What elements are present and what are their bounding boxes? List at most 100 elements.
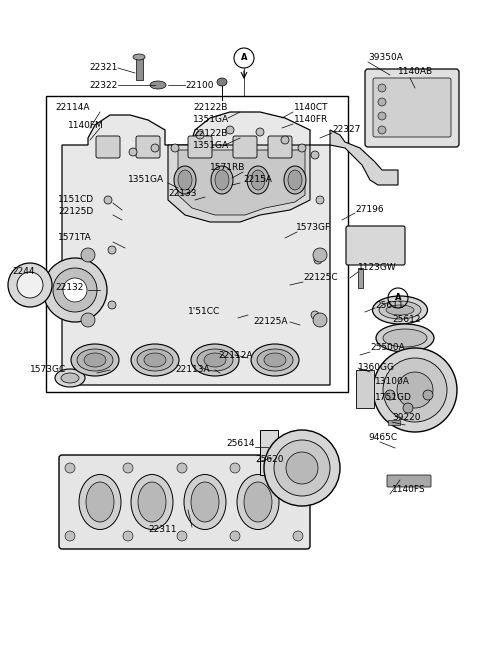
Ellipse shape <box>313 248 327 262</box>
Text: 22132: 22132 <box>55 284 84 292</box>
Ellipse shape <box>376 324 434 352</box>
Circle shape <box>177 531 187 541</box>
Text: 1351GA: 1351GA <box>193 141 229 150</box>
Text: 1140FS: 1140FS <box>392 486 426 495</box>
Text: 25611: 25611 <box>375 300 404 309</box>
Text: 22114A: 22114A <box>55 104 89 112</box>
FancyBboxPatch shape <box>233 136 257 158</box>
Ellipse shape <box>284 166 306 194</box>
Text: 22122B: 22122B <box>193 104 228 112</box>
Circle shape <box>230 463 240 473</box>
Circle shape <box>65 463 75 473</box>
Text: 1140CT: 1140CT <box>294 104 328 112</box>
Text: 22125C: 22125C <box>303 273 337 283</box>
FancyBboxPatch shape <box>387 475 431 487</box>
Text: 1140AB: 1140AB <box>398 68 433 76</box>
Circle shape <box>177 463 187 473</box>
FancyBboxPatch shape <box>96 136 120 158</box>
Ellipse shape <box>191 344 239 376</box>
Circle shape <box>63 278 87 302</box>
Circle shape <box>423 390 433 400</box>
Text: A: A <box>395 294 401 302</box>
Ellipse shape <box>77 349 113 371</box>
Circle shape <box>17 272 43 298</box>
Ellipse shape <box>144 353 166 367</box>
Ellipse shape <box>251 170 265 190</box>
Circle shape <box>286 452 318 484</box>
FancyBboxPatch shape <box>365 69 459 147</box>
Ellipse shape <box>226 126 234 134</box>
Text: 1151CD: 1151CD <box>58 196 94 204</box>
Ellipse shape <box>386 305 414 315</box>
FancyBboxPatch shape <box>268 136 292 158</box>
Bar <box>260 430 278 475</box>
Ellipse shape <box>197 349 233 371</box>
Text: 22112A: 22112A <box>218 350 252 359</box>
Ellipse shape <box>264 353 286 367</box>
Ellipse shape <box>184 474 226 530</box>
Ellipse shape <box>314 256 322 264</box>
Text: 9465C: 9465C <box>368 434 397 443</box>
Ellipse shape <box>131 474 173 530</box>
Ellipse shape <box>316 196 324 204</box>
Ellipse shape <box>151 144 159 152</box>
Ellipse shape <box>81 248 95 262</box>
Circle shape <box>230 531 240 541</box>
Polygon shape <box>62 112 330 385</box>
Ellipse shape <box>150 81 166 89</box>
Text: 22113A: 22113A <box>175 365 210 374</box>
Ellipse shape <box>237 474 279 530</box>
Ellipse shape <box>281 136 289 144</box>
Text: 22125D: 22125D <box>58 208 93 217</box>
Text: 1573GC: 1573GC <box>30 365 66 374</box>
Ellipse shape <box>204 353 226 367</box>
Circle shape <box>264 430 340 506</box>
Circle shape <box>123 531 133 541</box>
Bar <box>136 58 143 80</box>
Text: 1351GA: 1351GA <box>193 116 229 124</box>
Circle shape <box>274 440 330 496</box>
Text: 39220: 39220 <box>392 413 420 422</box>
Ellipse shape <box>104 196 112 204</box>
Text: 1'51CC: 1'51CC <box>188 307 220 317</box>
Ellipse shape <box>86 482 114 522</box>
Ellipse shape <box>288 170 302 190</box>
Ellipse shape <box>311 311 319 319</box>
Bar <box>388 420 400 425</box>
Ellipse shape <box>217 78 227 86</box>
Circle shape <box>43 258 107 322</box>
Ellipse shape <box>61 373 79 383</box>
Text: 22327: 22327 <box>332 125 360 135</box>
Ellipse shape <box>244 482 272 522</box>
Text: 1360GG: 1360GG <box>358 363 395 373</box>
Circle shape <box>53 268 97 312</box>
Ellipse shape <box>131 344 179 376</box>
Text: 22122B: 22122B <box>193 129 228 137</box>
Ellipse shape <box>138 482 166 522</box>
Ellipse shape <box>129 148 137 156</box>
Ellipse shape <box>108 301 116 309</box>
Ellipse shape <box>137 349 173 371</box>
Ellipse shape <box>71 344 119 376</box>
Text: 22100: 22100 <box>185 81 214 89</box>
Ellipse shape <box>191 482 219 522</box>
Text: 25620: 25620 <box>255 455 284 464</box>
Ellipse shape <box>256 128 264 136</box>
Ellipse shape <box>311 151 319 159</box>
Ellipse shape <box>383 329 427 347</box>
Circle shape <box>65 531 75 541</box>
Ellipse shape <box>108 246 116 254</box>
Circle shape <box>403 403 413 413</box>
Ellipse shape <box>196 131 204 139</box>
FancyBboxPatch shape <box>373 78 451 137</box>
Ellipse shape <box>55 369 85 387</box>
Text: A: A <box>241 53 247 62</box>
Ellipse shape <box>79 474 121 530</box>
Bar <box>356 370 374 408</box>
Text: 25500A: 25500A <box>370 344 405 353</box>
Bar <box>46 96 348 392</box>
Text: 13100A: 13100A <box>375 378 410 386</box>
Bar <box>358 268 363 288</box>
Text: 1140FR: 1140FR <box>294 116 328 124</box>
Circle shape <box>8 263 52 307</box>
